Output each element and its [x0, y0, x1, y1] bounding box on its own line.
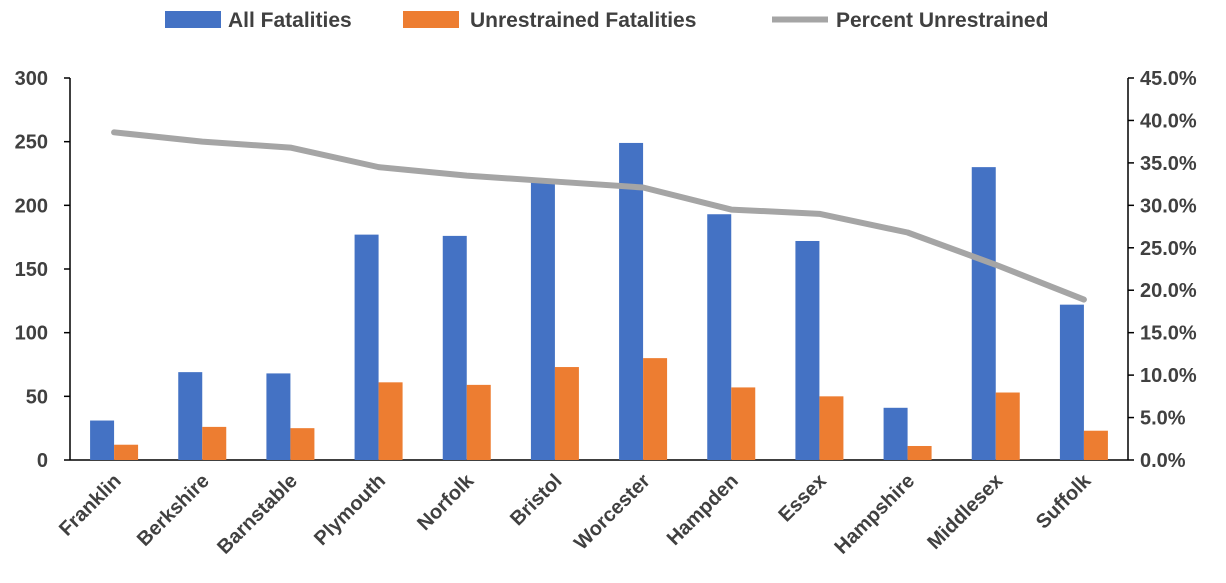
- right-axis-tick-label: 10.0%: [1140, 365, 1197, 387]
- bar-unrestrained-fatalities: [290, 428, 315, 460]
- category-label: Berkshire: [133, 470, 214, 551]
- category-labels: Franklin Berkshire Barnstable Plymouth Norfo…: [55, 469, 1096, 558]
- category-label: Worcester: [570, 470, 655, 555]
- bar-unrestrained-fatalities: [731, 387, 756, 460]
- bar-all-fatalities: [442, 235, 467, 460]
- category-label: Hampshire: [830, 470, 919, 559]
- bar-unrestrained-fatalities: [378, 382, 403, 460]
- bar-all-fatalities: [354, 234, 379, 460]
- left-axis-tick-label: 150: [15, 259, 48, 281]
- legend-label: All Fatalities: [228, 9, 352, 32]
- bar-unrestrained-fatalities: [907, 445, 932, 460]
- left-axis-tick-label: 100: [15, 323, 48, 345]
- right-axis-tick-label: 15.0%: [1140, 323, 1197, 345]
- category-label: Essex: [774, 470, 830, 526]
- axes: 0 50 100 150 200 250 300 0.0% 5.0% 10.0% 15.0% 20.0…: [15, 68, 1197, 472]
- bar-all-fatalities: [971, 167, 996, 460]
- bar-unrestrained-fatalities: [466, 384, 491, 460]
- bar-unrestrained-fatalities: [643, 358, 668, 460]
- bar-unrestrained-fatalities: [554, 367, 579, 460]
- bar-all-fatalities: [90, 420, 115, 460]
- bar-all-fatalities: [707, 214, 732, 460]
- right-axis-tick-label: 30.0%: [1140, 195, 1197, 217]
- left-axis-tick-label: 0: [37, 450, 48, 472]
- category-label: Norfolk: [413, 469, 479, 535]
- category-label: Middlesex: [923, 470, 1007, 554]
- right-axis-tick-label: 5.0%: [1140, 408, 1186, 430]
- bar-all-fatalities: [530, 179, 555, 460]
- bar-unrestrained-fatalities: [995, 392, 1020, 460]
- left-axis-tick-label: 300: [15, 68, 48, 90]
- category-label: Barnstable: [213, 470, 302, 559]
- legend-item: Unrestrained Fatalities: [403, 9, 696, 32]
- legend-item: Percent Unrestrained: [772, 9, 1048, 32]
- line-percent-unrestrained: [111, 129, 1087, 303]
- bar-unrestrained-fatalities: [202, 426, 227, 460]
- right-axis-tick-label: 40.0%: [1140, 110, 1197, 132]
- category-label: Hampden: [663, 470, 743, 550]
- bar-unrestrained-fatalities: [1083, 430, 1108, 460]
- left-axis-tick-label: 50: [26, 386, 48, 408]
- right-axis-tick-label: 0.0%: [1140, 450, 1186, 472]
- bars: [90, 142, 1108, 460]
- legend-label: Unrestrained Fatalities: [470, 9, 696, 32]
- bar-all-fatalities: [883, 407, 908, 460]
- legend: All Fatalities Unrestrained Fatalities Per…: [165, 9, 1048, 32]
- category-label: Plymouth: [310, 470, 390, 550]
- bar-all-fatalities: [1059, 304, 1084, 460]
- bar-all-fatalities: [178, 372, 203, 460]
- bar-unrestrained-fatalities: [819, 396, 844, 460]
- right-axis-tick-label: 20.0%: [1140, 280, 1197, 302]
- line-layer: [111, 129, 1087, 303]
- legend-swatch: [403, 11, 459, 28]
- category-label: Franklin: [55, 470, 126, 541]
- right-axis-tick-label: 35.0%: [1140, 153, 1197, 175]
- bar-all-fatalities: [795, 240, 820, 460]
- right-axis-tick-label: 45.0%: [1140, 68, 1197, 90]
- bar-all-fatalities: [619, 142, 644, 460]
- legend-swatch: [165, 11, 221, 28]
- right-axis-tick-label: 25.0%: [1140, 238, 1197, 260]
- legend-item: All Fatalities: [165, 9, 352, 32]
- legend-label: Percent Unrestrained: [836, 9, 1048, 32]
- left-axis-tick-label: 200: [15, 195, 48, 217]
- category-label: Suffolk: [1032, 469, 1096, 533]
- bar-all-fatalities: [266, 373, 291, 460]
- bar-unrestrained-fatalities: [114, 444, 139, 460]
- category-label: Bristol: [506, 470, 566, 530]
- left-axis-tick-label: 250: [15, 132, 48, 154]
